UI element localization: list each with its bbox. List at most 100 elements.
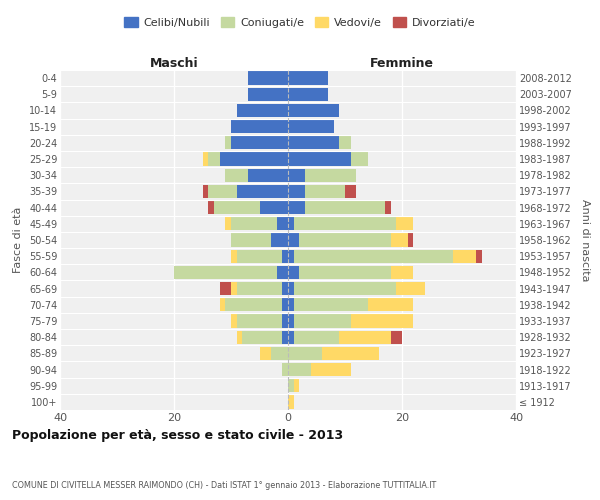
Bar — [397, 282, 425, 295]
Bar — [283, 298, 288, 312]
Bar — [220, 282, 231, 295]
Bar — [236, 185, 288, 198]
Bar — [294, 250, 454, 263]
Bar — [288, 88, 328, 101]
Bar — [288, 346, 322, 360]
Bar — [288, 379, 294, 392]
Bar — [237, 250, 283, 263]
Bar — [214, 201, 260, 214]
Bar — [305, 185, 345, 198]
Bar — [226, 217, 231, 230]
Bar — [283, 282, 288, 295]
Bar — [288, 185, 305, 198]
Bar — [391, 266, 413, 279]
Bar — [248, 72, 288, 85]
Bar — [242, 330, 283, 344]
Bar — [208, 185, 236, 198]
Bar — [288, 201, 305, 214]
Bar — [368, 298, 413, 312]
Bar — [288, 152, 350, 166]
Bar — [248, 168, 288, 182]
Bar — [294, 282, 397, 295]
Bar — [283, 363, 288, 376]
Bar — [350, 152, 368, 166]
Bar — [226, 136, 231, 149]
Bar — [231, 234, 271, 246]
Bar — [288, 396, 294, 408]
Bar — [345, 185, 356, 198]
Bar — [299, 234, 391, 246]
Bar — [220, 152, 288, 166]
Text: COMUNE DI CIVITELLA MESSER RAIMONDO (CH) - Dati ISTAT 1° gennaio 2013 - Elaboraz: COMUNE DI CIVITELLA MESSER RAIMONDO (CH)… — [12, 481, 436, 490]
Bar — [237, 330, 242, 344]
Bar — [340, 136, 350, 149]
Bar — [391, 330, 402, 344]
Bar — [260, 201, 288, 214]
Legend: Celibi/Nubili, Coniugati/e, Vedovi/e, Divorziati/e: Celibi/Nubili, Coniugati/e, Vedovi/e, Di… — [120, 13, 480, 32]
Text: Maschi: Maschi — [149, 57, 199, 70]
Bar — [288, 330, 294, 344]
Bar — [174, 266, 277, 279]
Bar — [208, 201, 214, 214]
Bar — [220, 298, 226, 312]
Bar — [288, 250, 294, 263]
Bar — [385, 201, 391, 214]
Bar — [391, 234, 408, 246]
Bar — [322, 346, 379, 360]
Bar — [288, 72, 328, 85]
Bar — [288, 298, 294, 312]
Bar — [283, 330, 288, 344]
Bar — [203, 152, 208, 166]
Bar — [294, 379, 299, 392]
Bar — [237, 314, 283, 328]
Y-axis label: Fasce di età: Fasce di età — [13, 207, 23, 273]
Bar — [226, 298, 283, 312]
Bar — [294, 217, 397, 230]
Bar — [231, 250, 236, 263]
Bar — [226, 168, 248, 182]
Bar — [476, 250, 482, 263]
Bar — [203, 185, 208, 198]
Bar — [454, 250, 476, 263]
Bar — [231, 120, 288, 134]
Bar — [288, 217, 294, 230]
Bar — [305, 168, 356, 182]
Bar — [311, 363, 350, 376]
Bar — [350, 314, 413, 328]
Bar — [231, 217, 277, 230]
Bar — [288, 363, 311, 376]
Bar — [288, 120, 334, 134]
Bar — [283, 314, 288, 328]
Bar — [283, 250, 288, 263]
Bar — [236, 104, 288, 117]
Bar — [231, 136, 288, 149]
Bar — [237, 282, 283, 295]
Bar — [271, 346, 288, 360]
Text: Femmine: Femmine — [370, 57, 434, 70]
Bar — [294, 298, 368, 312]
Bar — [208, 152, 220, 166]
Bar — [305, 201, 385, 214]
Bar — [408, 234, 413, 246]
Y-axis label: Anni di nascita: Anni di nascita — [580, 198, 590, 281]
Bar — [260, 346, 271, 360]
Bar — [294, 330, 340, 344]
Bar — [294, 314, 350, 328]
Bar — [231, 314, 236, 328]
Bar — [288, 168, 305, 182]
Bar — [288, 282, 294, 295]
Bar — [277, 217, 288, 230]
Bar — [288, 136, 340, 149]
Bar — [288, 266, 299, 279]
Bar — [397, 217, 413, 230]
Bar — [340, 330, 391, 344]
Bar — [277, 266, 288, 279]
Bar — [271, 234, 288, 246]
Bar — [231, 282, 236, 295]
Bar — [288, 234, 299, 246]
Bar — [248, 88, 288, 101]
Bar — [299, 266, 391, 279]
Text: Popolazione per età, sesso e stato civile - 2013: Popolazione per età, sesso e stato civil… — [12, 430, 343, 442]
Bar — [288, 104, 340, 117]
Bar — [288, 314, 294, 328]
